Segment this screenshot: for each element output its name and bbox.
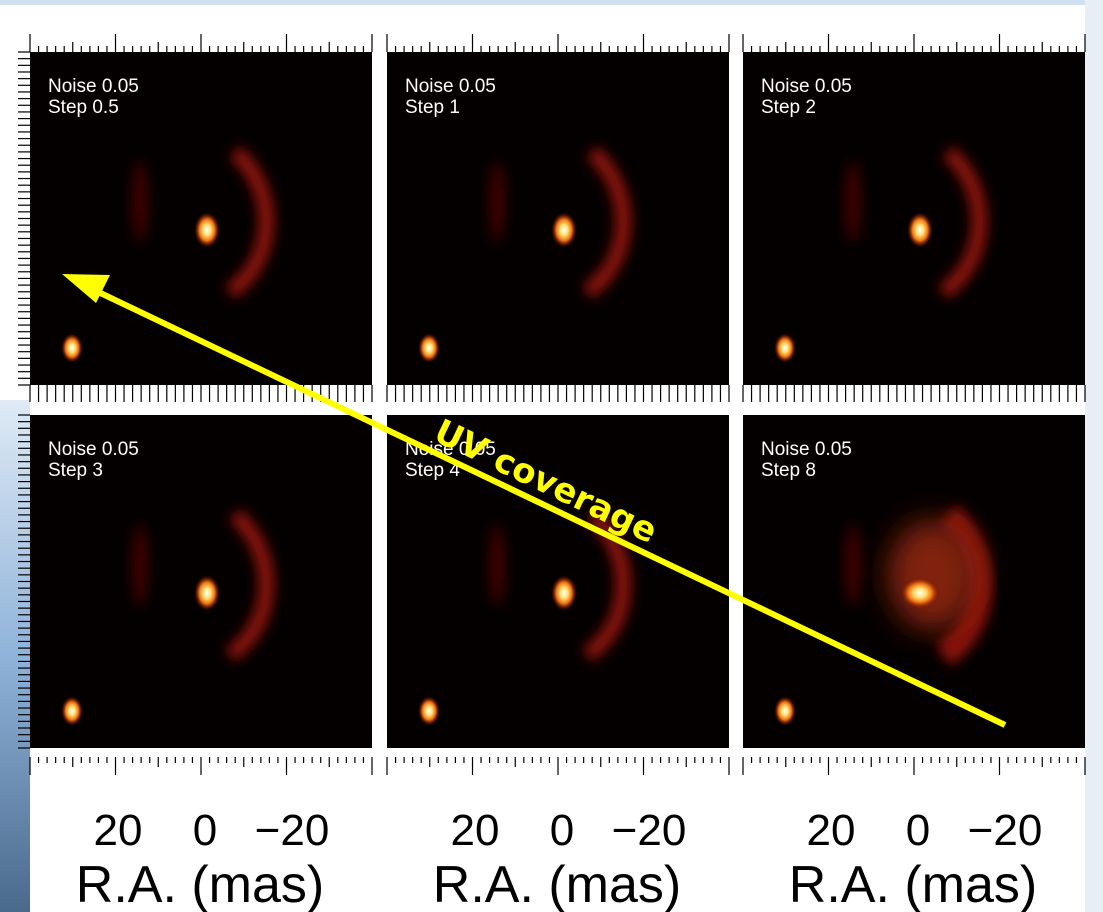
- panel-step: Step 2: [761, 97, 816, 118]
- halo: [888, 520, 978, 630]
- faint-structure: [845, 525, 861, 605]
- faint-structure: [489, 162, 505, 242]
- x-tick-label: 20: [451, 806, 500, 855]
- source: [418, 333, 440, 363]
- source: [907, 212, 933, 248]
- source: [551, 212, 577, 248]
- x-axis-label: R.A. (mas): [789, 856, 1037, 912]
- x-tick-label: 0: [193, 806, 217, 855]
- faint-structure: [132, 525, 148, 605]
- background-fragment: [1085, 0, 1103, 912]
- x-tick-label: −20: [612, 806, 687, 855]
- faint-structure: [489, 525, 505, 605]
- panel-noise: Noise 0.05: [405, 76, 496, 97]
- page: {"panels": [ {"noise": "Noise 0.05", "st…: [0, 0, 1103, 912]
- source: [194, 212, 220, 248]
- panel-step: Step 1: [405, 97, 460, 118]
- top-strip: [0, 0, 1103, 5]
- x-axis-label: R.A. (mas): [76, 856, 324, 912]
- panel-noise: Noise 0.05: [48, 439, 139, 460]
- x-tick-label: 20: [807, 806, 856, 855]
- source: [61, 696, 83, 726]
- panel-noise: Noise 0.05: [761, 439, 852, 460]
- source: [61, 333, 83, 363]
- figure: Noise 0.05Step 0.5Noise 0.05Step 1Noise …: [0, 0, 1103, 912]
- x-tick-label: 0: [550, 806, 574, 855]
- source: [418, 696, 440, 726]
- x-tick-label: 0: [906, 806, 930, 855]
- source: [551, 575, 577, 611]
- x-tick-label: −20: [255, 806, 330, 855]
- source: [774, 696, 796, 726]
- background-fragment: [0, 400, 30, 912]
- source: [900, 577, 940, 609]
- panel-noise: Noise 0.05: [48, 76, 139, 97]
- faint-structure: [132, 162, 148, 242]
- panel-step: Step 0.5: [48, 97, 119, 118]
- panel-noise: Noise 0.05: [761, 76, 852, 97]
- panel-step: Step 3: [48, 460, 103, 481]
- x-tick-label: −20: [968, 806, 1043, 855]
- panel-step: Step 8: [761, 460, 816, 481]
- source: [774, 333, 796, 363]
- x-axis-label: R.A. (mas): [433, 856, 681, 912]
- source: [194, 575, 220, 611]
- x-tick-label: 20: [94, 806, 143, 855]
- faint-structure: [845, 162, 861, 242]
